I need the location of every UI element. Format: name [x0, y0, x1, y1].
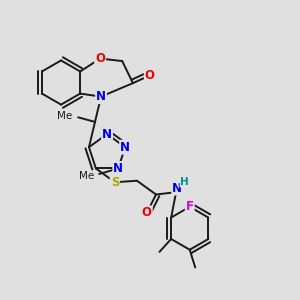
Text: S: S: [111, 176, 119, 189]
Text: Me: Me: [57, 111, 73, 121]
Text: O: O: [95, 52, 105, 65]
Text: N: N: [120, 141, 130, 154]
Text: Me: Me: [80, 171, 94, 182]
Text: N: N: [113, 162, 123, 175]
Text: N: N: [172, 182, 182, 195]
Text: H: H: [180, 177, 189, 187]
Text: O: O: [142, 206, 152, 219]
Text: F: F: [186, 200, 194, 213]
Text: O: O: [145, 69, 155, 82]
Text: N: N: [96, 90, 106, 103]
Text: N: N: [102, 128, 112, 141]
